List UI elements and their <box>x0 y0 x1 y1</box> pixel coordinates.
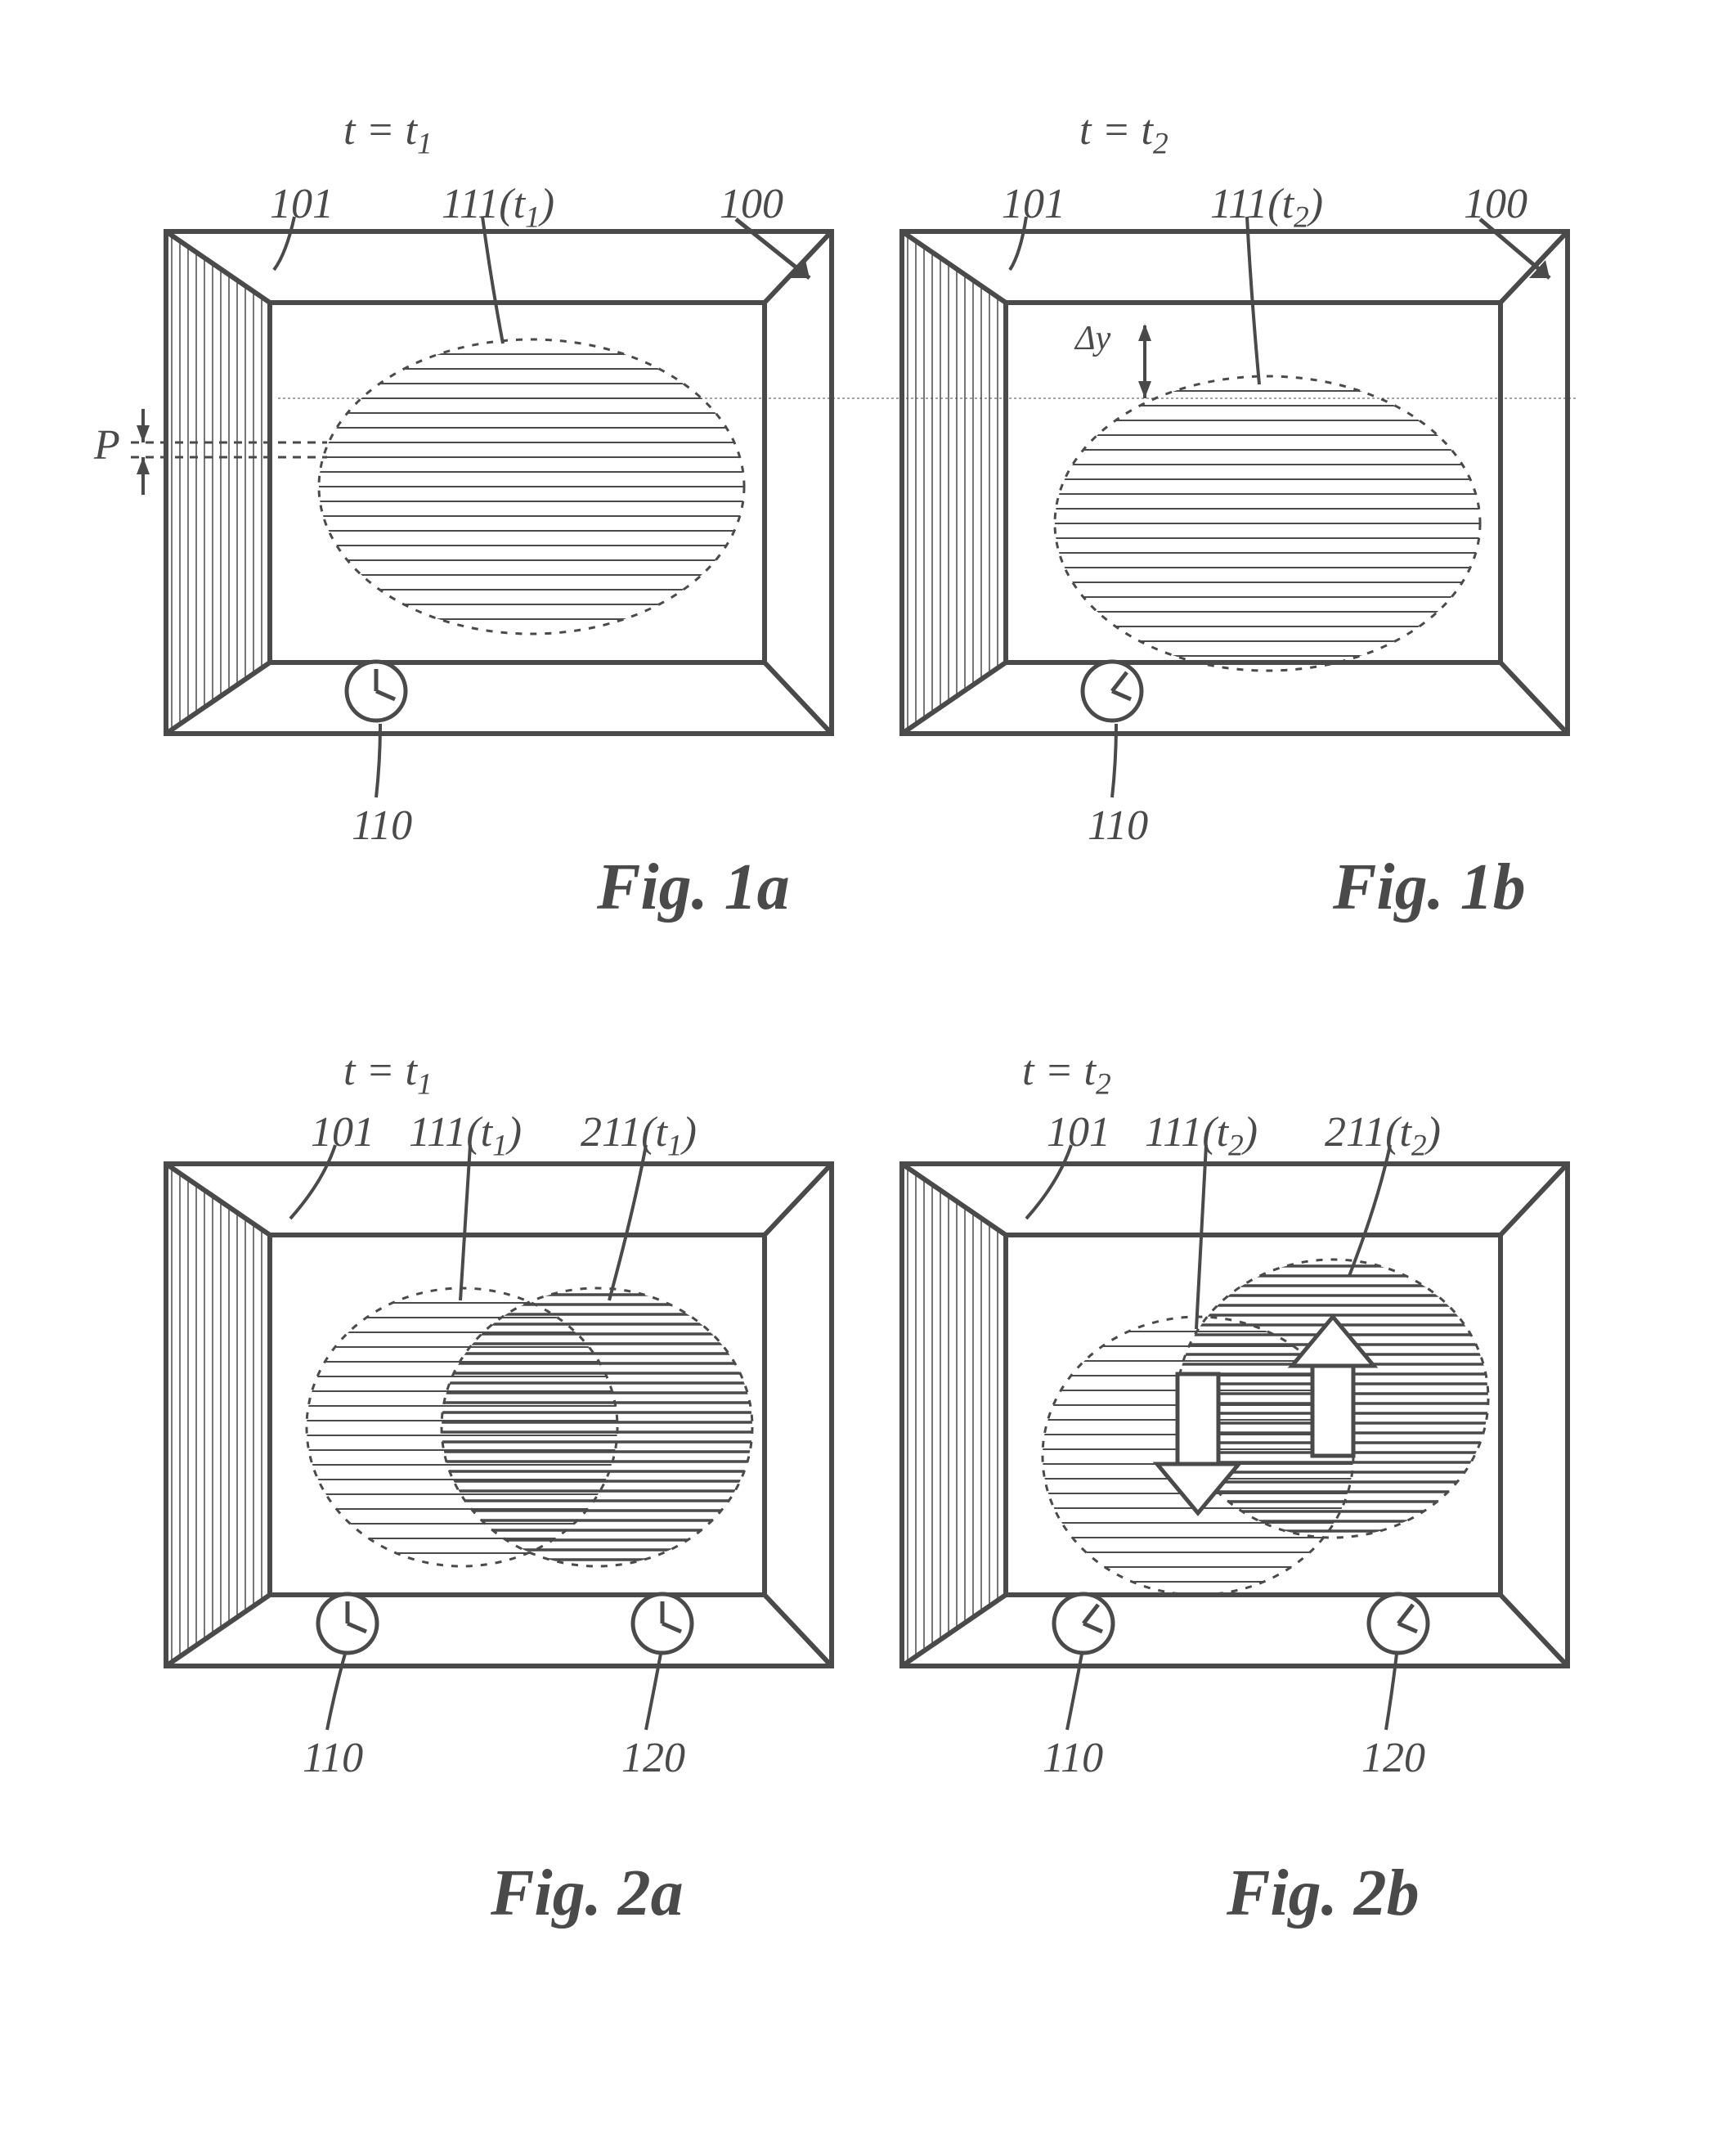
ref-111-2a: 111(t1) <box>409 1108 522 1163</box>
time-label-t2-row2: t = t2 <box>1022 1047 1111 1102</box>
leaders-fig2b <box>0 0 1736 2151</box>
ref-120-2a: 120 <box>621 1734 685 1782</box>
time-label-t2: t = t2 <box>1079 106 1169 161</box>
ref-101-2b: 101 <box>1047 1108 1110 1156</box>
ref-110-1a: 110 <box>352 802 412 850</box>
ref-delta-y: Δy <box>1075 319 1110 358</box>
ref-110-2a: 110 <box>303 1734 363 1782</box>
ref-100-1b: 100 <box>1464 180 1527 228</box>
ref-101-1a: 101 <box>270 180 334 228</box>
caption-fig2b: Fig. 2b <box>1227 1857 1420 1931</box>
caption-fig1b: Fig. 1b <box>1333 851 1526 925</box>
caption-fig1a: Fig. 1a <box>597 851 790 925</box>
ref-100-1a: 100 <box>720 180 783 228</box>
ref-101-1b: 101 <box>1002 180 1065 228</box>
ref-111-1a: 111(t1) <box>442 180 554 235</box>
caption-fig2a: Fig. 2a <box>491 1857 684 1931</box>
time-label-t1-row2: t = t1 <box>343 1047 433 1102</box>
ref-101-2a: 101 <box>311 1108 375 1156</box>
ref-211-2a: 211(t1) <box>581 1108 697 1163</box>
ref-111-1b: 111(t2) <box>1210 180 1323 235</box>
ref-P: P <box>94 421 120 469</box>
ref-120-2b: 120 <box>1361 1734 1425 1782</box>
ref-110-2b: 110 <box>1043 1734 1103 1782</box>
ref-111-2b: 111(t2) <box>1145 1108 1258 1163</box>
ref-211-2b: 211(t2) <box>1325 1108 1441 1163</box>
time-label-t1: t = t1 <box>343 106 433 161</box>
ref-110-1b: 110 <box>1088 802 1148 850</box>
